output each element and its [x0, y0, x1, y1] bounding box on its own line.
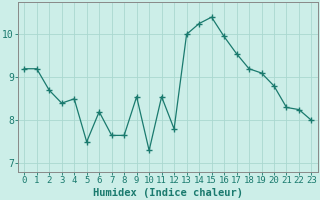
X-axis label: Humidex (Indice chaleur): Humidex (Indice chaleur) [93, 188, 243, 198]
